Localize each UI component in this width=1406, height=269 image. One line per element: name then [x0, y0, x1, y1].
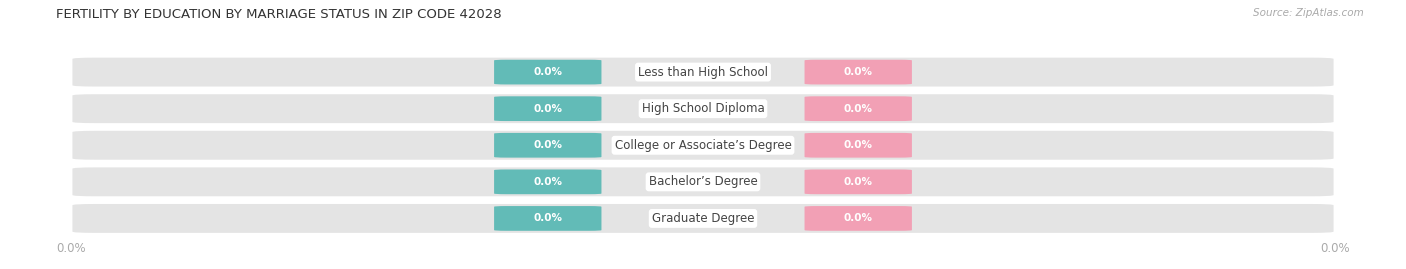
Text: Graduate Degree: Graduate Degree	[652, 212, 754, 225]
Text: 0.0%: 0.0%	[533, 213, 562, 224]
FancyBboxPatch shape	[494, 60, 602, 84]
Text: 0.0%: 0.0%	[1320, 242, 1350, 255]
Text: Bachelor’s Degree: Bachelor’s Degree	[648, 175, 758, 188]
Text: 0.0%: 0.0%	[844, 104, 873, 114]
Text: 0.0%: 0.0%	[844, 140, 873, 150]
Text: 0.0%: 0.0%	[844, 67, 873, 77]
FancyBboxPatch shape	[494, 169, 602, 194]
Text: 0.0%: 0.0%	[533, 67, 562, 77]
Text: College or Associate’s Degree: College or Associate’s Degree	[614, 139, 792, 152]
FancyBboxPatch shape	[804, 96, 912, 121]
FancyBboxPatch shape	[494, 206, 602, 231]
Text: 0.0%: 0.0%	[533, 140, 562, 150]
FancyBboxPatch shape	[73, 131, 1334, 160]
Text: Source: ZipAtlas.com: Source: ZipAtlas.com	[1253, 8, 1364, 18]
FancyBboxPatch shape	[494, 133, 602, 158]
Text: Less than High School: Less than High School	[638, 66, 768, 79]
Text: 0.0%: 0.0%	[56, 242, 86, 255]
FancyBboxPatch shape	[73, 167, 1334, 196]
FancyBboxPatch shape	[804, 169, 912, 194]
FancyBboxPatch shape	[73, 94, 1334, 123]
FancyBboxPatch shape	[804, 133, 912, 158]
FancyBboxPatch shape	[494, 96, 602, 121]
Text: High School Diploma: High School Diploma	[641, 102, 765, 115]
Text: 0.0%: 0.0%	[533, 177, 562, 187]
Text: 0.0%: 0.0%	[844, 213, 873, 224]
Text: FERTILITY BY EDUCATION BY MARRIAGE STATUS IN ZIP CODE 42028: FERTILITY BY EDUCATION BY MARRIAGE STATU…	[56, 8, 502, 21]
FancyBboxPatch shape	[73, 204, 1334, 233]
FancyBboxPatch shape	[804, 206, 912, 231]
FancyBboxPatch shape	[73, 58, 1334, 87]
Text: 0.0%: 0.0%	[844, 177, 873, 187]
Text: 0.0%: 0.0%	[533, 104, 562, 114]
FancyBboxPatch shape	[804, 60, 912, 84]
